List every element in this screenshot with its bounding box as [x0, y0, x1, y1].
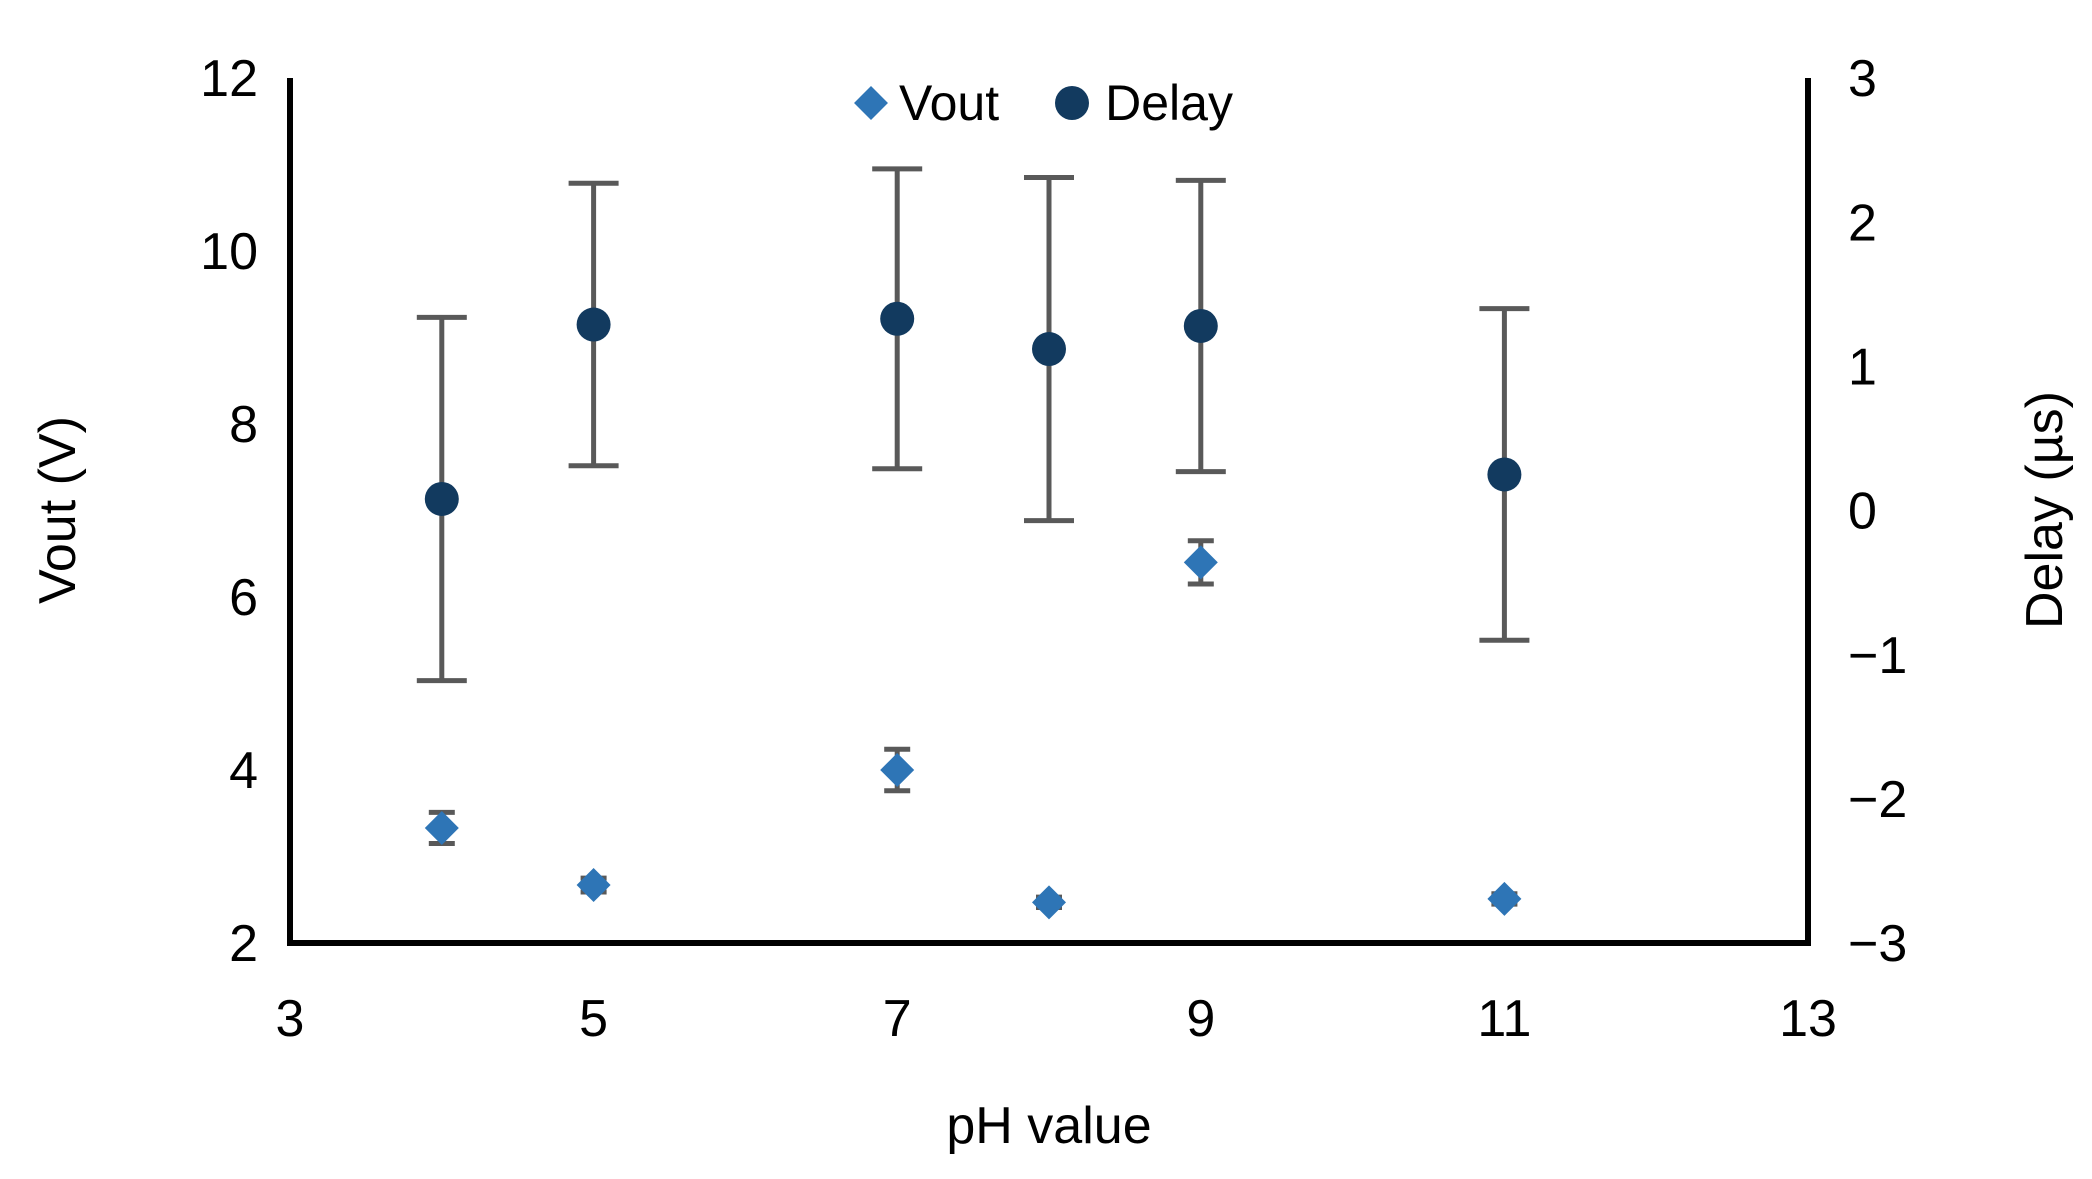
vout-point — [576, 868, 611, 903]
left-axis-tick-label: 4 — [229, 742, 258, 800]
x-axis-tick-label: 5 — [579, 990, 608, 1048]
vout-point — [1032, 885, 1066, 920]
left-axis-tick-label: 8 — [229, 396, 258, 454]
x-axis-tick-label: 3 — [276, 990, 305, 1048]
left-axis-tick-label: 6 — [229, 569, 258, 627]
x-axis-title: pH value — [946, 1097, 1151, 1155]
vout-point — [1487, 881, 1522, 916]
legend-label-delay: Delay — [1105, 75, 1233, 131]
legend-item-delay[interactable]: Delay — [1055, 74, 1233, 132]
delay-point — [424, 481, 459, 516]
right-axis-tick-label: −1 — [1848, 627, 1907, 685]
right-axis-tick-label: 3 — [1848, 50, 1877, 108]
left-axis-title: Vout (V) — [29, 416, 87, 604]
x-axis-tick-label: 7 — [883, 990, 912, 1048]
left-axis-tick-label: 12 — [200, 50, 258, 108]
delay-point — [880, 301, 915, 336]
delay-series — [416, 166, 1530, 684]
vout-diamond-icon — [854, 86, 888, 120]
x-axis-tick-label: 9 — [1186, 990, 1215, 1048]
legend-label-vout: Vout — [899, 75, 1000, 131]
vout-point — [424, 810, 459, 845]
right-axis-tick-label: 0 — [1848, 483, 1877, 541]
left-axis-tick-label: 2 — [229, 915, 258, 973]
right-axis-tick-label: −3 — [1848, 915, 1907, 973]
legend: Vout Delay — [0, 74, 2092, 132]
left-axis-tick-label: 10 — [200, 223, 258, 281]
right-axis-tick-label: −2 — [1848, 771, 1907, 829]
x-axis-tick-label: 13 — [1779, 990, 1837, 1048]
delay-point — [1032, 332, 1066, 367]
vout-series — [424, 538, 1522, 920]
right-axis-tick-label: 1 — [1848, 339, 1877, 397]
right-axis-tick-label: 2 — [1848, 194, 1877, 252]
delay-point — [576, 307, 611, 342]
delay-circle-icon — [1055, 86, 1090, 120]
delay-point — [1487, 457, 1522, 492]
vout-point — [1183, 545, 1218, 580]
right-axis-title: Delay (µs) — [2016, 391, 2074, 629]
delay-point — [1183, 308, 1218, 343]
x-axis-tick-label: 11 — [1477, 990, 1531, 1048]
vout-point — [880, 753, 915, 787]
legend-item-vout[interactable]: Vout — [854, 74, 1000, 132]
